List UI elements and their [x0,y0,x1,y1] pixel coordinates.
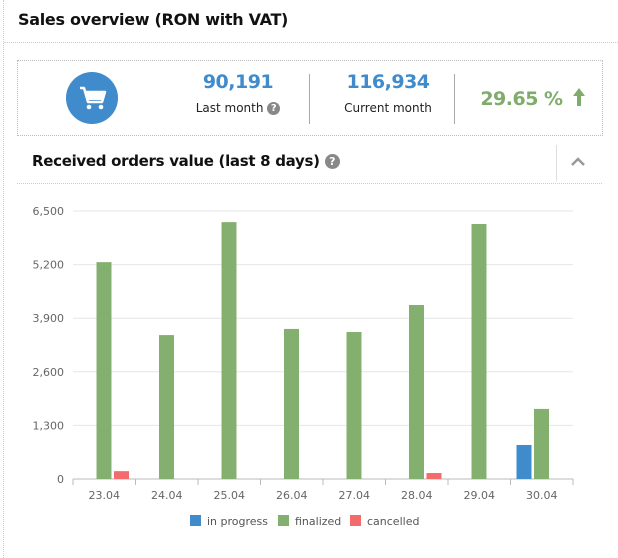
help-icon[interactable]: ? [267,102,281,115]
x-tick-label: 25.04 [214,489,246,502]
bar-finalized [409,305,424,479]
help-icon[interactable]: ? [324,154,340,169]
bar-finalized [471,223,487,479]
current-month-label: Current month [344,101,432,115]
stats-box: 90,191 Last month ? 116,934 Current mont… [17,60,603,136]
divider [309,74,310,124]
current-month-value: 116,934 [346,71,430,93]
x-tick-label: 28.04 [401,489,433,502]
last-month-stat: 90,191 Last month ? [168,71,308,115]
y-tick-label: 1,300 [33,419,65,432]
bar-cancelled [426,473,442,479]
collapse-chevron-up-icon[interactable] [568,152,588,172]
bar-finalized [346,332,362,479]
x-tick-label: 26.04 [276,489,308,502]
legend-swatch [350,515,361,526]
divider [17,183,602,184]
y-tick-label: 6,500 [33,205,65,218]
change-stat: 29.65 % [478,87,588,110]
x-tick-label: 29.04 [464,489,496,502]
y-tick-label: 3,900 [33,312,65,325]
bar-finalized [96,262,112,479]
last-month-value: 90,191 [202,71,274,93]
x-tick-label: 30.04 [526,489,558,502]
bar-finalized [534,408,549,479]
change-value: 29.65 % [480,88,563,110]
panel-frame [3,0,618,558]
divider [556,145,557,181]
arrow-up-icon [572,88,585,106]
divider [4,42,618,43]
bar-in-progress [516,444,532,479]
panel-title: Sales overview (RON with VAT) [18,10,289,29]
y-tick-label: 5,200 [33,259,65,272]
legend-swatch [278,515,289,526]
bar-finalized [284,328,299,479]
x-tick-label: 23.04 [89,489,121,502]
y-tick-label: 0 [57,473,64,486]
section-title: Received orders value (last 8 days) ? [32,152,340,170]
legend-label: cancelled [367,515,419,528]
bar-finalized [221,222,237,479]
x-tick-label: 27.04 [339,489,371,502]
legend-swatch [190,515,201,526]
bar-finalized [159,335,174,479]
shopping-cart-icon [66,72,118,124]
legend-label: finalized [295,515,341,528]
last-month-label: Last month [195,101,264,115]
y-tick-label: 2,600 [33,366,65,379]
bar-cancelled [114,471,129,479]
legend-label: in progress [207,515,268,528]
current-month-stat: 116,934 Current month [318,71,458,115]
section-title-text: Received orders value (last 8 days) [32,152,320,170]
divider [454,74,455,124]
x-tick-label: 24.04 [151,489,183,502]
